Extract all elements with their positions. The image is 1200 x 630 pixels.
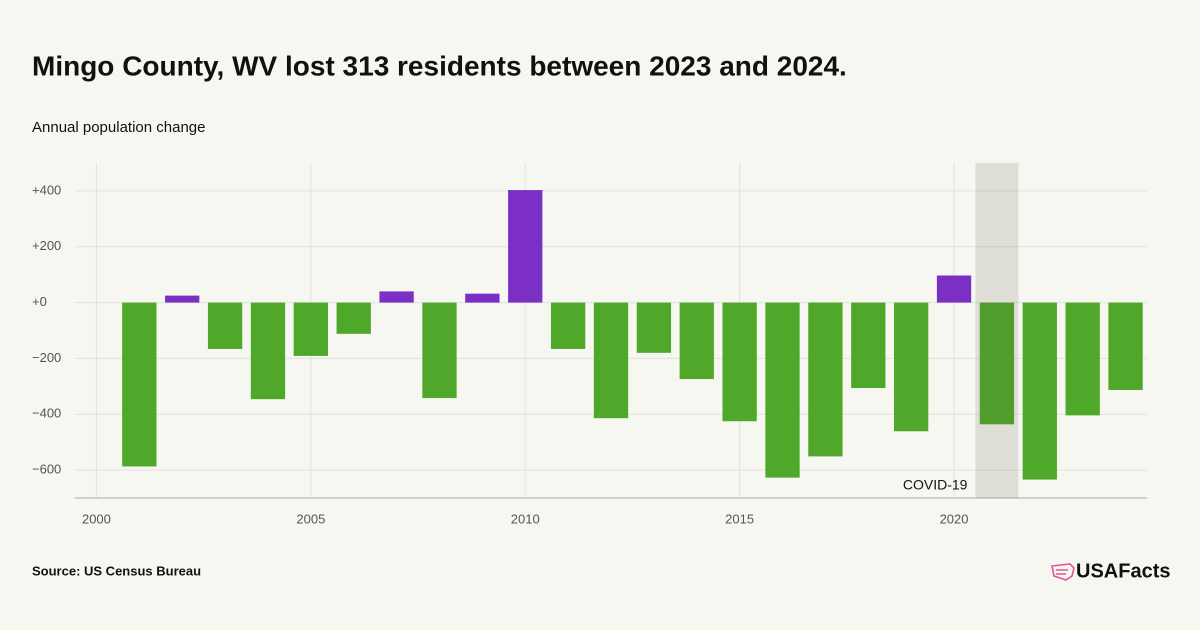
bar xyxy=(207,302,243,349)
bar xyxy=(936,275,972,303)
x-tick-label: 2010 xyxy=(511,511,540,526)
bar xyxy=(851,302,886,389)
source: Source: US Census Bureau xyxy=(32,563,201,578)
chart-title: Mingo County, WV lost 313 residents betw… xyxy=(32,50,847,81)
bar xyxy=(422,302,457,399)
brand: USAFacts xyxy=(1076,560,1170,582)
bar xyxy=(765,302,800,478)
bar xyxy=(550,302,586,349)
bar xyxy=(679,302,714,380)
bar xyxy=(979,302,1015,425)
bar xyxy=(593,302,629,419)
bar xyxy=(465,293,500,303)
x-tick-label: 2005 xyxy=(296,511,325,526)
y-tick-label: −400 xyxy=(32,406,61,421)
bar xyxy=(1065,302,1100,416)
y-tick-label: −200 xyxy=(32,350,61,365)
bar xyxy=(636,302,672,353)
y-tick-label: −600 xyxy=(32,462,61,477)
bar xyxy=(808,302,843,457)
x-tick-label: 2015 xyxy=(725,511,754,526)
logo-icon xyxy=(1051,563,1075,581)
x-tick-label: 2000 xyxy=(82,511,111,526)
bar xyxy=(250,302,286,400)
bar xyxy=(379,291,414,303)
chart-subtitle: Annual population change xyxy=(32,119,205,136)
bar xyxy=(293,302,328,356)
bar xyxy=(894,302,929,432)
bar xyxy=(336,302,371,334)
shaded-region xyxy=(975,163,1019,498)
y-tick-label: +200 xyxy=(32,238,61,253)
x-tick-label: 2020 xyxy=(940,511,969,526)
bar xyxy=(165,295,200,303)
bar xyxy=(722,302,757,422)
bar xyxy=(1108,302,1143,390)
shaded-region-label: COVID-19 xyxy=(903,477,968,493)
bar xyxy=(1022,302,1057,480)
bar xyxy=(508,190,543,303)
y-tick-label: +400 xyxy=(32,182,61,197)
y-tick-label: +0 xyxy=(32,294,47,309)
bar xyxy=(122,302,157,467)
